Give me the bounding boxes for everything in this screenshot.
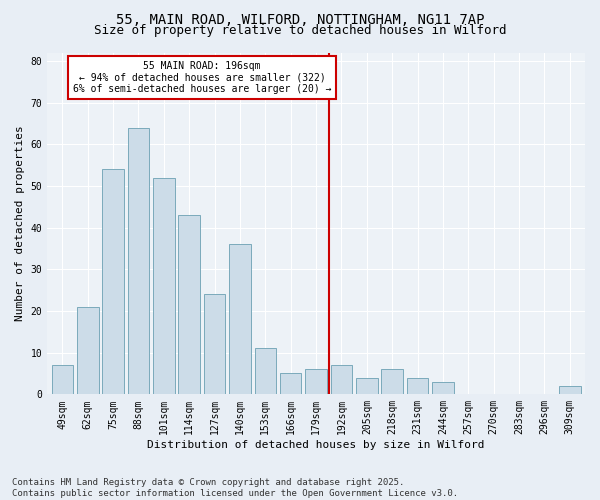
Text: 55 MAIN ROAD: 196sqm
← 94% of detached houses are smaller (322)
6% of semi-detac: 55 MAIN ROAD: 196sqm ← 94% of detached h… (73, 61, 331, 94)
Bar (229, 244, 251, 394)
Bar (254, 348, 276, 395)
Y-axis label: Number of detached properties: Number of detached properties (15, 126, 25, 322)
Bar (382, 370, 403, 394)
X-axis label: Distribution of detached houses by size in Wilford: Distribution of detached houses by size … (148, 440, 485, 450)
Bar (153, 178, 175, 394)
Bar (204, 294, 226, 394)
Bar (559, 386, 581, 394)
Bar (432, 382, 454, 394)
Text: 55, MAIN ROAD, WILFORD, NOTTINGHAM, NG11 7AP: 55, MAIN ROAD, WILFORD, NOTTINGHAM, NG11… (116, 12, 484, 26)
Bar (407, 378, 428, 394)
Bar (52, 365, 73, 394)
Bar (331, 365, 352, 394)
Bar (103, 169, 124, 394)
Bar (356, 378, 377, 394)
Text: Size of property relative to detached houses in Wilford: Size of property relative to detached ho… (94, 24, 506, 37)
Bar (178, 215, 200, 394)
Bar (77, 307, 98, 394)
Bar (280, 374, 301, 394)
Bar (128, 128, 149, 394)
Text: Contains HM Land Registry data © Crown copyright and database right 2025.
Contai: Contains HM Land Registry data © Crown c… (12, 478, 458, 498)
Bar (305, 370, 327, 394)
